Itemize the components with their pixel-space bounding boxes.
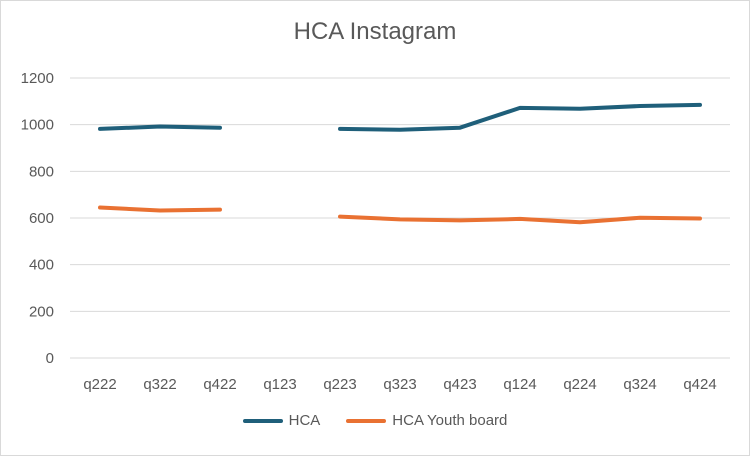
series-line-hca-segment-2	[338, 102, 702, 132]
legend: HCA HCA Youth board	[0, 412, 750, 429]
x-tick-label: q322	[143, 376, 176, 393]
legend-label-hca: HCA	[288, 412, 321, 429]
x-tick-label: q223	[323, 376, 356, 393]
series-line-hca-youth-board-segment-1	[98, 205, 222, 213]
legend-swatch-youth-board	[346, 418, 387, 423]
y-tick-label: 800	[29, 163, 54, 180]
legend-swatch-hca	[242, 418, 283, 423]
x-tick-label: q222	[83, 376, 116, 393]
y-tick-label: 400	[29, 257, 54, 274]
y-tick-label: 1200	[21, 70, 54, 87]
x-tick-label: q123	[263, 376, 296, 393]
y-tick-label: 1000	[21, 117, 54, 134]
x-tick-label: q324	[623, 376, 656, 393]
series-line-hca-segment-1	[98, 124, 222, 131]
y-tick-label: 600	[29, 210, 54, 227]
x-tick-label: q423	[443, 376, 476, 393]
chart-title: HCA Instagram	[293, 18, 457, 45]
legend-item-hca: HCA	[242, 412, 321, 429]
x-tick-label: q323	[383, 376, 416, 393]
x-tick-label: q224	[563, 376, 596, 393]
y-tick-label: 200	[29, 303, 54, 320]
x-tick-label: q124	[503, 376, 536, 393]
y-tick-label: 0	[46, 350, 54, 367]
legend-item-youth-board: HCA Youth board	[346, 412, 507, 429]
series-line-hca-youth-board-segment-2	[338, 214, 702, 225]
x-tick-label: q424	[683, 376, 716, 393]
legend-label-youth-board: HCA Youth board	[392, 412, 508, 429]
x-tick-label: q422	[203, 376, 236, 393]
